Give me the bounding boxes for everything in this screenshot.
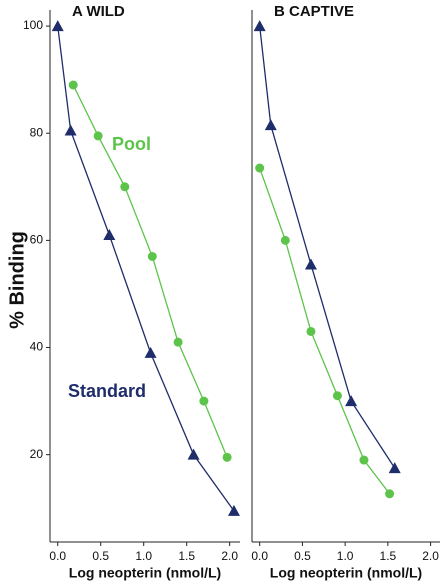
panel-title: A WILD (72, 3, 125, 20)
y-axis-label: % Binding (6, 231, 28, 329)
y-tick-label: 80 (30, 125, 44, 139)
x-tick-label: 1.0 (337, 549, 354, 563)
point (388, 462, 401, 474)
x-axis-label: Log neopterin (nmol/L) (69, 565, 221, 581)
point (227, 504, 240, 516)
x-tick-label: 0.0 (49, 549, 66, 563)
point (64, 124, 77, 136)
x-tick-label: 1.5 (178, 549, 195, 563)
point (68, 80, 78, 90)
point (51, 20, 64, 32)
x-tick-label: 2.0 (422, 549, 439, 563)
x-tick-label: 0.0 (251, 549, 268, 563)
point (345, 395, 358, 407)
y-tick-label: 20 (30, 447, 44, 461)
point (306, 326, 316, 336)
point (304, 258, 317, 270)
point (222, 452, 232, 462)
point (173, 337, 183, 347)
x-tick-label: 2.0 (221, 549, 238, 563)
series-line (259, 167, 391, 495)
point (253, 20, 266, 32)
x-tick-label: 0.5 (92, 549, 109, 563)
point (255, 163, 265, 173)
x-tick-label: 1.5 (380, 549, 397, 563)
panel-title: B CAPTIVE (274, 3, 354, 20)
series-line (57, 25, 235, 512)
point (120, 182, 130, 192)
legend-label: Pool (112, 134, 151, 154)
point (199, 396, 209, 406)
point (144, 346, 157, 358)
point (359, 455, 369, 465)
x-tick-label: 0.5 (294, 549, 311, 563)
point (93, 131, 103, 141)
x-axis-label: Log neopterin (nmol/L) (270, 565, 422, 581)
y-tick-label: 60 (30, 233, 44, 247)
point (385, 489, 395, 499)
y-tick-label: 40 (30, 340, 44, 354)
point (103, 229, 116, 241)
point (280, 235, 290, 245)
y-tick-label: 100 (23, 18, 43, 32)
point (332, 391, 342, 401)
point (264, 119, 277, 131)
series-line (259, 26, 396, 469)
x-tick-label: 1.0 (135, 549, 152, 563)
point (147, 251, 157, 261)
legend-label: Standard (68, 381, 146, 401)
point (187, 448, 200, 460)
